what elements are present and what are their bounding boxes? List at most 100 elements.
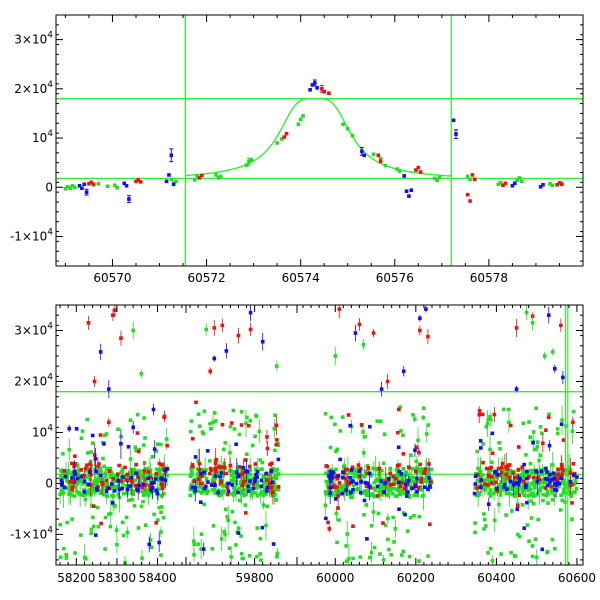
red-data-point bbox=[154, 520, 159, 525]
green-data-point bbox=[244, 421, 248, 426]
green-data-point bbox=[493, 475, 498, 480]
green-data-point bbox=[533, 537, 538, 542]
blue-data-point bbox=[155, 491, 160, 496]
blue-data-point bbox=[128, 484, 132, 488]
red-data-point bbox=[324, 464, 329, 468]
red-data-point bbox=[492, 412, 497, 417]
blue-data-point bbox=[348, 423, 353, 428]
red-data-point bbox=[268, 462, 272, 467]
green-data-point bbox=[264, 492, 268, 496]
green-data-point bbox=[376, 511, 381, 516]
green-data-point bbox=[324, 471, 328, 475]
green-data-point bbox=[188, 487, 193, 491]
green-data-point bbox=[535, 444, 540, 449]
blue-data-point bbox=[407, 194, 411, 198]
red-data-point bbox=[136, 475, 140, 479]
green-data-point bbox=[546, 492, 550, 496]
green-data-point bbox=[267, 489, 271, 493]
blue-data-point bbox=[397, 480, 401, 485]
red-data-point bbox=[96, 484, 100, 489]
green-data-point bbox=[405, 529, 410, 533]
red-data-point bbox=[134, 462, 138, 467]
green-data-point bbox=[227, 491, 232, 496]
blue-data-point bbox=[379, 479, 383, 483]
green-data-point bbox=[420, 488, 424, 492]
blue-data-point bbox=[226, 489, 231, 493]
red-data-point bbox=[200, 481, 204, 486]
red-data-point bbox=[92, 453, 97, 457]
green-data-point bbox=[418, 470, 422, 474]
red-data-point bbox=[423, 467, 428, 471]
green-data-point bbox=[157, 478, 162, 483]
red-data-point bbox=[138, 180, 143, 184]
blue-data-point bbox=[359, 479, 363, 484]
green-data-point bbox=[83, 497, 88, 502]
green-data-point bbox=[485, 484, 490, 489]
green-data-point bbox=[529, 491, 534, 496]
green-data-point bbox=[101, 492, 106, 497]
red-data-point bbox=[560, 182, 564, 187]
blue-data-point bbox=[104, 489, 109, 493]
green-data-point bbox=[298, 117, 303, 122]
green-data-point bbox=[108, 511, 113, 516]
blue-data-point bbox=[88, 470, 92, 474]
green-data-point bbox=[124, 483, 128, 488]
blue-data-point bbox=[559, 476, 564, 480]
green-data-point bbox=[560, 498, 565, 503]
top-plot-frame bbox=[55, 14, 584, 267]
green-data-point bbox=[75, 478, 80, 483]
green-data-point bbox=[95, 480, 99, 485]
red-data-point bbox=[126, 478, 130, 483]
green-data-point bbox=[354, 470, 359, 474]
red-data-point bbox=[111, 477, 116, 481]
green-data-point bbox=[221, 483, 225, 488]
blue-data-point bbox=[98, 350, 103, 354]
green-data-point bbox=[326, 490, 330, 495]
green-data-point bbox=[391, 515, 396, 520]
blue-data-point bbox=[259, 478, 264, 483]
green-data-point bbox=[66, 480, 70, 484]
red-data-point bbox=[97, 462, 101, 466]
green-data-point bbox=[527, 420, 531, 424]
green-data-point bbox=[275, 141, 279, 145]
red-data-point bbox=[241, 479, 246, 484]
green-data-point bbox=[101, 456, 105, 461]
green-data-point bbox=[397, 169, 402, 173]
blue-data-point bbox=[210, 483, 214, 488]
green-data-point bbox=[202, 409, 207, 414]
y-tick-label-exp: 4 bbox=[47, 321, 53, 331]
green-data-point bbox=[108, 472, 113, 476]
green-data-point bbox=[155, 474, 160, 479]
red-data-point bbox=[428, 522, 432, 527]
red-data-point bbox=[117, 463, 121, 468]
green-data-point bbox=[389, 473, 393, 478]
blue-data-point bbox=[409, 188, 414, 193]
green-data-point bbox=[516, 490, 520, 495]
green-data-point bbox=[231, 469, 236, 474]
green-data-point bbox=[371, 510, 376, 514]
blue-data-point bbox=[94, 533, 98, 537]
blue-data-point bbox=[82, 490, 87, 494]
green-data-point bbox=[537, 471, 541, 476]
red-data-point bbox=[217, 464, 222, 469]
green-data-point bbox=[419, 467, 423, 471]
green-data-point bbox=[490, 559, 495, 563]
blue-data-point bbox=[478, 485, 483, 490]
green-data-point bbox=[344, 559, 349, 564]
red-data-point bbox=[209, 468, 213, 472]
blue-data-point bbox=[554, 483, 558, 488]
blue-data-point bbox=[163, 478, 168, 482]
blue-data-point bbox=[546, 483, 550, 488]
green-data-point bbox=[104, 432, 109, 436]
green-data-point bbox=[249, 493, 254, 498]
green-data-point bbox=[334, 449, 338, 454]
blue-data-point bbox=[331, 470, 336, 475]
green-data-point bbox=[408, 515, 413, 520]
green-data-point bbox=[161, 515, 166, 520]
red-data-point bbox=[196, 477, 201, 482]
blue-data-point bbox=[116, 478, 120, 483]
blue-data-point bbox=[413, 448, 417, 453]
red-data-point bbox=[115, 472, 120, 476]
green-data-point bbox=[513, 490, 518, 495]
green-data-point bbox=[399, 553, 404, 557]
